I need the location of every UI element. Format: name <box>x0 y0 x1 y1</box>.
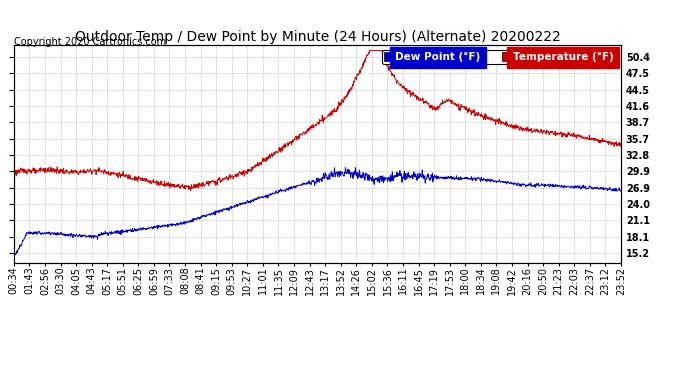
Legend: Dew Point (°F), Temperature (°F): Dew Point (°F), Temperature (°F) <box>382 50 615 64</box>
Text: Copyright 2020 Cartronics.com: Copyright 2020 Cartronics.com <box>14 38 166 47</box>
Title: Outdoor Temp / Dew Point by Minute (24 Hours) (Alternate) 20200222: Outdoor Temp / Dew Point by Minute (24 H… <box>75 30 560 44</box>
